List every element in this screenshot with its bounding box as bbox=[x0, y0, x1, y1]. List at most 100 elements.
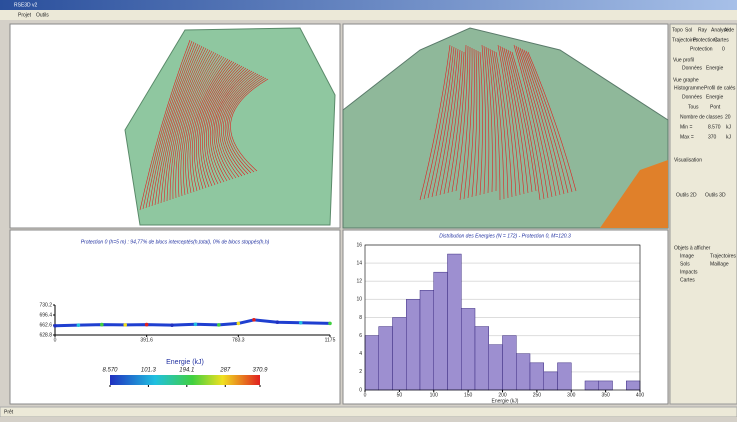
trajectory bbox=[215, 70, 253, 180]
profile-point bbox=[328, 321, 332, 326]
checkbox[interactable]: Sols bbox=[680, 261, 690, 267]
colorbar bbox=[110, 375, 260, 385]
radio[interactable]: Pont bbox=[710, 104, 721, 110]
y-tick-label: 730.2 bbox=[39, 302, 52, 308]
trajectory bbox=[175, 51, 215, 199]
tab[interactable]: Ray bbox=[698, 27, 707, 33]
trajectory bbox=[180, 53, 219, 197]
trajectory bbox=[423, 45, 453, 200]
tab[interactable]: Trajectoires bbox=[672, 37, 698, 43]
trajectory bbox=[204, 64, 241, 186]
tab[interactable]: Analyse bbox=[711, 27, 729, 33]
trajectory bbox=[226, 76, 265, 174]
field[interactable]: 370 bbox=[708, 134, 717, 140]
trajectory bbox=[230, 78, 269, 172]
field[interactable]: 20 bbox=[725, 114, 731, 120]
trajectory bbox=[210, 67, 247, 183]
terrain-base bbox=[600, 160, 668, 228]
x-tick-label: 200 bbox=[498, 392, 507, 398]
profile-point bbox=[236, 321, 241, 326]
checkbox[interactable]: Cartes bbox=[680, 277, 695, 283]
trajectory bbox=[178, 52, 217, 198]
colorbar-label: 287 bbox=[219, 368, 231, 374]
tab[interactable]: Topo bbox=[672, 27, 683, 33]
checkbox[interactable]: Trajectoires bbox=[710, 253, 736, 259]
trajectory bbox=[219, 72, 257, 178]
panel-text: Outils 2D bbox=[676, 192, 697, 198]
view-3d-right[interactable] bbox=[342, 23, 669, 229]
trajectory bbox=[511, 51, 545, 200]
dropdown[interactable]: Energie bbox=[706, 65, 723, 71]
trajectory bbox=[185, 55, 223, 195]
status-text: Prêt bbox=[4, 409, 14, 415]
window-title: RSE3D v2 bbox=[14, 2, 38, 8]
trajectory bbox=[489, 48, 501, 201]
menu-item[interactable]: Projet bbox=[18, 12, 32, 18]
radio[interactable]: Tous bbox=[688, 104, 699, 110]
trajectory bbox=[507, 49, 537, 192]
menu-item[interactable]: Outils bbox=[36, 12, 49, 18]
checkbox[interactable]: Image bbox=[680, 253, 694, 259]
tab[interactable]: Profil de calés bbox=[704, 85, 736, 91]
trajectory bbox=[208, 66, 245, 184]
profile-point bbox=[53, 323, 57, 328]
trajectory bbox=[224, 75, 263, 175]
histogram-bar bbox=[406, 299, 421, 391]
histogram-bar bbox=[584, 380, 599, 391]
trajectory bbox=[519, 47, 561, 196]
y-tick-label: 14 bbox=[356, 260, 362, 266]
trajectory bbox=[191, 58, 229, 192]
histogram-bar bbox=[543, 371, 558, 391]
trajectory bbox=[463, 47, 473, 200]
trajectory bbox=[479, 51, 483, 196]
trajectory bbox=[509, 50, 541, 201]
x-tick-label: 0 bbox=[54, 337, 57, 343]
histogram-bar bbox=[364, 335, 379, 391]
histogram-bar bbox=[626, 380, 641, 391]
panel-text: Vue profil bbox=[673, 57, 694, 63]
field[interactable]: 0 bbox=[722, 46, 725, 52]
histogram-bar bbox=[557, 362, 572, 391]
panel-text: Nombre de classes bbox=[680, 114, 723, 120]
trajectory bbox=[222, 74, 261, 176]
checkbox[interactable]: Maillage bbox=[710, 261, 729, 267]
x-tick-label: 50 bbox=[397, 392, 403, 398]
checkbox[interactable]: Impacts bbox=[680, 269, 698, 275]
x-tick-label: 0 bbox=[364, 392, 367, 398]
x-axis-label: Energie (kJ) bbox=[492, 398, 519, 404]
tab[interactable]: Cartes bbox=[714, 37, 729, 43]
trajectory bbox=[211, 68, 249, 182]
tab[interactable]: Protections bbox=[693, 37, 719, 43]
trajectory bbox=[481, 44, 486, 195]
colorbar-title: Energie (kJ) bbox=[166, 359, 204, 366]
view-3d-left[interactable] bbox=[9, 23, 341, 229]
field[interactable]: 8.570 bbox=[708, 124, 721, 130]
trajectory bbox=[213, 69, 251, 181]
trajectory bbox=[521, 48, 565, 195]
trajectory bbox=[194, 59, 231, 191]
profile-point bbox=[275, 320, 280, 325]
terrain bbox=[124, 27, 336, 226]
trajectory bbox=[525, 50, 573, 193]
tab[interactable]: Histogramme bbox=[674, 85, 704, 91]
trajectory bbox=[499, 45, 521, 196]
histogram-bar bbox=[516, 353, 531, 391]
colorbar-label: 194.1 bbox=[179, 368, 194, 374]
y-tick-label: 628.8 bbox=[39, 332, 52, 338]
trajectory bbox=[187, 56, 225, 194]
y-tick-label: 4 bbox=[359, 351, 362, 357]
title-bar bbox=[0, 0, 737, 10]
tab[interactable]: Aide bbox=[724, 27, 734, 33]
profile-point bbox=[76, 323, 81, 327]
profile-point bbox=[123, 323, 128, 327]
trajectory bbox=[495, 51, 513, 198]
trajectory bbox=[427, 46, 455, 199]
trajectory bbox=[485, 46, 493, 193]
histogram-bar bbox=[474, 326, 489, 391]
trajectory bbox=[491, 49, 505, 200]
dropdown[interactable]: Energie bbox=[706, 94, 723, 100]
trajectory bbox=[142, 40, 193, 210]
tab[interactable]: Sol bbox=[685, 27, 692, 33]
